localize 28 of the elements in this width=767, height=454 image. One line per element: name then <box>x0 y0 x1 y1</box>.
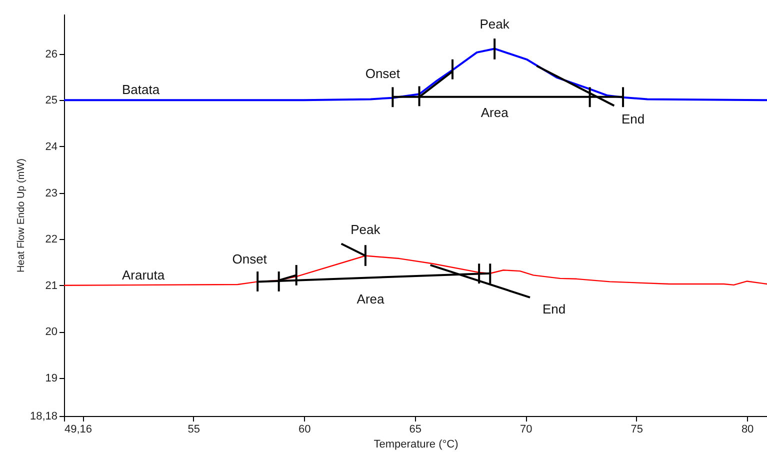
x-tick-label: 75 <box>630 424 643 436</box>
annotation: End <box>542 301 566 316</box>
y-tick-label: 25 <box>45 94 58 107</box>
y-tick-label: 18,18 <box>30 410 58 422</box>
annotation: Onset <box>232 252 268 267</box>
y-tick-label: 20 <box>45 326 58 338</box>
annotation: Area <box>480 104 510 120</box>
annotation: Peak <box>480 16 510 32</box>
x-tick-label: 70 <box>520 424 532 436</box>
x-tick-label: 65 <box>409 424 422 436</box>
x-tick-label: 55 <box>188 424 200 436</box>
annotation: Peak <box>350 222 381 237</box>
series-label: Batata <box>122 82 160 98</box>
annotation: Area <box>356 292 386 307</box>
y-tick-label: 19 <box>45 372 58 385</box>
y-axis-title: Heat Flow Endo Up (mW) <box>16 158 27 272</box>
annotation: End <box>621 111 645 126</box>
x-tick-label: 60 <box>298 424 311 436</box>
x-tick-label: 80 <box>741 424 754 436</box>
x-axis-title: Temperature (°C) <box>374 438 458 450</box>
y-tick-label: 22 <box>45 234 58 246</box>
annotation: Onset <box>365 66 400 81</box>
x-tick-label: 49,16 <box>64 424 92 436</box>
y-tick-label: 21 <box>45 280 58 292</box>
y-tick-label: 24 <box>45 140 58 153</box>
series-label: Araruta <box>122 267 166 282</box>
y-tick-label: 26 <box>45 48 58 60</box>
y-tick-label: 23 <box>45 187 58 200</box>
